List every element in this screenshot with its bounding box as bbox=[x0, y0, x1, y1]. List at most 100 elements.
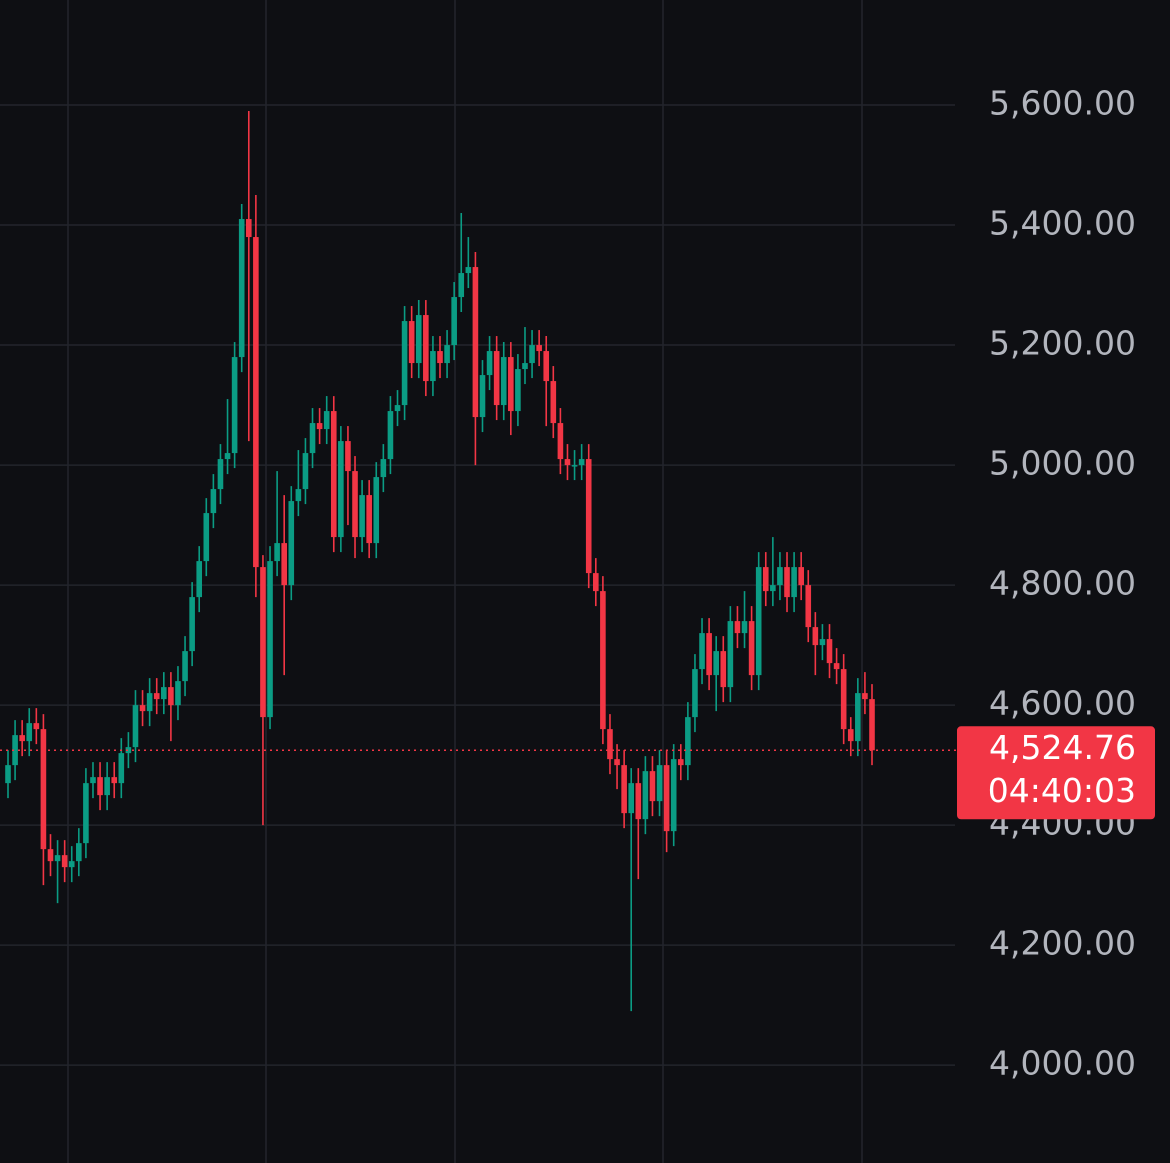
candle-body bbox=[217, 459, 224, 490]
candle-body bbox=[5, 765, 11, 784]
candle-body bbox=[529, 345, 535, 364]
candle-body bbox=[663, 765, 670, 832]
candle-body bbox=[125, 747, 132, 754]
candle-body bbox=[770, 585, 776, 592]
last-price: 4,524.76 04:40:03 bbox=[0, 726, 1155, 820]
candle-body bbox=[359, 495, 365, 538]
candle-body bbox=[238, 219, 245, 358]
candle-body bbox=[345, 441, 351, 472]
last-price-label: 4,524.76 bbox=[989, 728, 1136, 767]
candle-body bbox=[614, 759, 620, 766]
candles bbox=[5, 111, 875, 1012]
candle-body bbox=[564, 459, 571, 466]
candle-body bbox=[493, 351, 500, 406]
candle-body bbox=[90, 777, 96, 784]
candle-body bbox=[713, 651, 719, 676]
candle-body bbox=[54, 855, 61, 862]
y-tick-label: 4,600.00 bbox=[989, 684, 1136, 723]
candle-body bbox=[267, 561, 273, 718]
candle-body bbox=[500, 357, 507, 406]
candle-body bbox=[231, 357, 238, 454]
candle-body bbox=[522, 363, 528, 370]
candle-body bbox=[408, 321, 415, 364]
candle-body bbox=[118, 753, 125, 784]
candle-body bbox=[833, 663, 840, 670]
candle-body bbox=[423, 315, 429, 382]
candle-body bbox=[274, 543, 280, 562]
candle-body bbox=[536, 345, 542, 352]
candle-body bbox=[585, 459, 592, 574]
candle-body bbox=[451, 297, 457, 346]
candle-body bbox=[840, 669, 847, 730]
candle-body bbox=[699, 633, 705, 670]
candle-body bbox=[479, 375, 486, 418]
candle-body bbox=[635, 783, 642, 820]
candle-body bbox=[245, 219, 252, 238]
candle-body bbox=[748, 621, 755, 676]
candle-body bbox=[111, 777, 118, 784]
candle-body bbox=[677, 759, 684, 766]
candle-body bbox=[260, 567, 266, 718]
candle-body bbox=[12, 735, 18, 766]
y-tick-label: 4,000.00 bbox=[989, 1044, 1136, 1083]
candle-body bbox=[557, 423, 564, 460]
candle-body bbox=[132, 705, 139, 748]
candle-body bbox=[401, 321, 408, 406]
candle-body bbox=[791, 567, 797, 598]
candle-body bbox=[472, 267, 479, 418]
candle-body bbox=[862, 693, 868, 700]
candle-body bbox=[415, 315, 422, 364]
y-tick-label: 4,800.00 bbox=[989, 564, 1136, 603]
candle-body bbox=[146, 693, 153, 712]
candle-body bbox=[819, 639, 826, 646]
candle-body bbox=[508, 357, 514, 412]
candle-body bbox=[380, 459, 387, 478]
candle-body bbox=[175, 681, 181, 706]
candle-body bbox=[316, 423, 323, 430]
candle-body bbox=[692, 669, 698, 718]
candle-body bbox=[734, 621, 741, 634]
candle-body bbox=[578, 459, 585, 466]
candle-body bbox=[784, 567, 790, 598]
candle-body bbox=[670, 759, 677, 832]
candle-body bbox=[394, 405, 401, 412]
candle-body bbox=[798, 567, 804, 586]
candle-body bbox=[826, 639, 833, 664]
candle-body bbox=[19, 735, 25, 742]
y-tick-label: 5,000.00 bbox=[989, 444, 1136, 483]
candle-body bbox=[600, 591, 606, 730]
candle-body bbox=[373, 477, 380, 544]
candle-body bbox=[26, 723, 33, 742]
candle-body bbox=[47, 849, 54, 862]
candle-body bbox=[642, 771, 649, 820]
candle-body bbox=[203, 513, 210, 562]
candle-body bbox=[855, 693, 861, 742]
candle-body bbox=[189, 597, 195, 652]
candle-body bbox=[486, 351, 493, 376]
vertical-grid bbox=[67, 0, 863, 1163]
candle-body bbox=[68, 861, 75, 868]
last-price-box bbox=[957, 726, 1155, 820]
candle-body bbox=[330, 411, 337, 538]
y-tick-label: 5,400.00 bbox=[989, 204, 1136, 243]
candle-body bbox=[762, 567, 769, 592]
y-tick-label: 5,600.00 bbox=[989, 84, 1136, 123]
candle-body bbox=[720, 651, 727, 688]
candle-body bbox=[196, 561, 203, 598]
candle-body bbox=[550, 381, 557, 424]
candle-body bbox=[465, 267, 472, 274]
candle-body bbox=[607, 729, 613, 760]
candle-body bbox=[210, 489, 217, 514]
candle-body bbox=[685, 717, 691, 766]
candle-body bbox=[366, 495, 372, 544]
candle-body bbox=[76, 843, 82, 862]
candle-body bbox=[224, 453, 231, 460]
y-axis: 4,000.004,200.004,400.004,600.004,800.00… bbox=[989, 84, 1136, 1083]
candle-body bbox=[755, 567, 762, 676]
candle-body bbox=[847, 729, 854, 742]
candle-body bbox=[649, 771, 656, 802]
candle-body bbox=[621, 765, 627, 814]
candle-body bbox=[104, 777, 110, 796]
